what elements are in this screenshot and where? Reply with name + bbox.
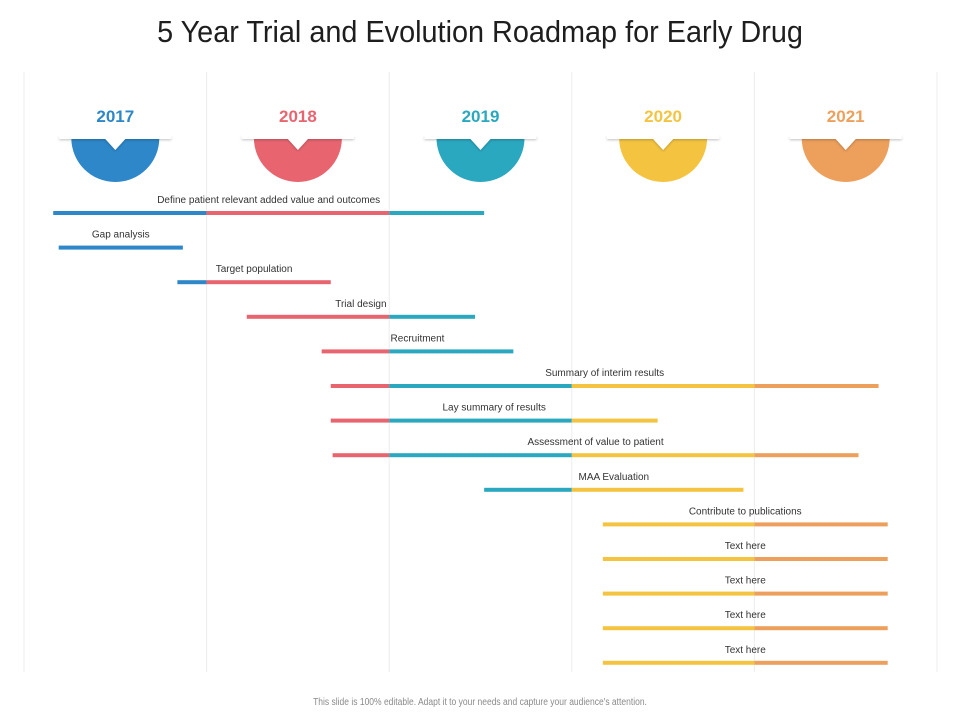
year-label: 2021 — [827, 107, 865, 126]
year-marker-semicircle — [71, 138, 160, 183]
task-bar-segment — [321, 349, 390, 354]
page-title: 5 Year Trial and Evolution Roadmap for E… — [157, 14, 803, 49]
year-marker-notch — [59, 133, 172, 147]
task-row: Assessment of value to patient — [332, 437, 859, 458]
grid-lines — [23, 72, 938, 672]
task-label: Trial design — [335, 299, 386, 310]
task-bars: Define patient relevant added value and … — [53, 195, 888, 665]
task-bar-segment — [602, 591, 755, 596]
year-marker-notch — [789, 133, 902, 147]
task-bar-segment — [53, 211, 207, 215]
task-bar-segment — [177, 280, 207, 285]
task-bar-segment — [389, 211, 485, 215]
task-bar-segment — [330, 418, 390, 423]
task-bar-segment — [754, 453, 859, 458]
task-label: Contribute to publications — [689, 506, 802, 517]
task-bar-segment — [389, 314, 476, 319]
year-marker-semicircle — [253, 138, 342, 183]
year-marker-notch — [607, 133, 720, 147]
task-row: Gap analysis — [58, 230, 183, 250]
task-bar-segment — [602, 660, 755, 665]
task-bar-segment — [571, 487, 744, 492]
year-marker-semicircle — [619, 138, 708, 182]
task-bar-segment — [332, 453, 390, 458]
task-row: MAA Evaluation — [484, 472, 744, 492]
task-row: Text here — [602, 645, 888, 665]
year-label: 2017 — [96, 107, 134, 126]
task-label: Text here — [725, 645, 767, 656]
task-bar-segment — [330, 384, 390, 388]
task-bar-segment — [754, 557, 888, 561]
task-label: Text here — [725, 610, 767, 621]
task-label: Recruitment — [391, 333, 445, 344]
task-label: Lay summary of results — [443, 403, 546, 414]
task-label: Target population — [216, 264, 293, 275]
task-label: Gap analysis — [92, 230, 150, 241]
task-bar-segment — [58, 245, 183, 250]
year-marker-notch — [424, 133, 537, 147]
year-label: 2019 — [462, 107, 500, 126]
task-bar-segment — [602, 522, 755, 527]
task-bar-segment — [754, 660, 888, 665]
task-bar-segment — [754, 591, 888, 596]
task-bar-segment — [484, 487, 572, 492]
year-marker-notch — [241, 133, 354, 147]
year-headers: 2017 2018 2019 2020 2021 — [59, 107, 902, 183]
task-bar-segment — [602, 557, 755, 561]
task-bar-segment — [754, 626, 888, 631]
task-bar-segment — [389, 384, 572, 388]
task-row: Recruitment — [321, 333, 514, 354]
task-bar-segment — [754, 522, 888, 527]
year-label: 2020 — [644, 107, 682, 126]
task-label: Text here — [725, 576, 767, 587]
task-row: Lay summary of results — [330, 403, 658, 423]
task-bar-segment — [602, 626, 755, 631]
year-label: 2018 — [279, 107, 317, 126]
task-label: Define patient relevant added value and … — [157, 195, 380, 206]
task-row: Define patient relevant added value and … — [53, 195, 485, 215]
task-bar-segment — [389, 349, 514, 354]
task-bar-segment — [571, 384, 755, 388]
task-row: Contribute to publications — [602, 506, 888, 527]
task-bar-segment — [206, 280, 331, 285]
task-row: Summary of interim results — [330, 368, 879, 388]
task-bar-segment — [389, 453, 572, 458]
task-row: Text here — [602, 541, 888, 561]
task-row: Text here — [602, 576, 888, 596]
year-marker-semicircle — [436, 138, 525, 183]
task-row: Target population — [177, 264, 331, 285]
task-label: Text here — [725, 541, 767, 552]
task-bar-segment — [389, 418, 572, 423]
task-bar-segment — [754, 384, 879, 388]
task-row: Trial design — [246, 299, 476, 319]
task-row: Text here — [602, 610, 888, 631]
year-marker-semicircle — [801, 138, 890, 183]
footer-note: This slide is 100% editable. Adapt it to… — [313, 697, 647, 708]
task-label: Summary of interim results — [545, 368, 664, 379]
task-bar-segment — [246, 314, 390, 319]
task-bar-segment — [571, 453, 755, 458]
task-label: Assessment of value to patient — [527, 437, 663, 448]
task-bar-segment — [571, 418, 658, 423]
task-label: MAA Evaluation — [578, 472, 649, 483]
task-bar-segment — [206, 211, 390, 215]
